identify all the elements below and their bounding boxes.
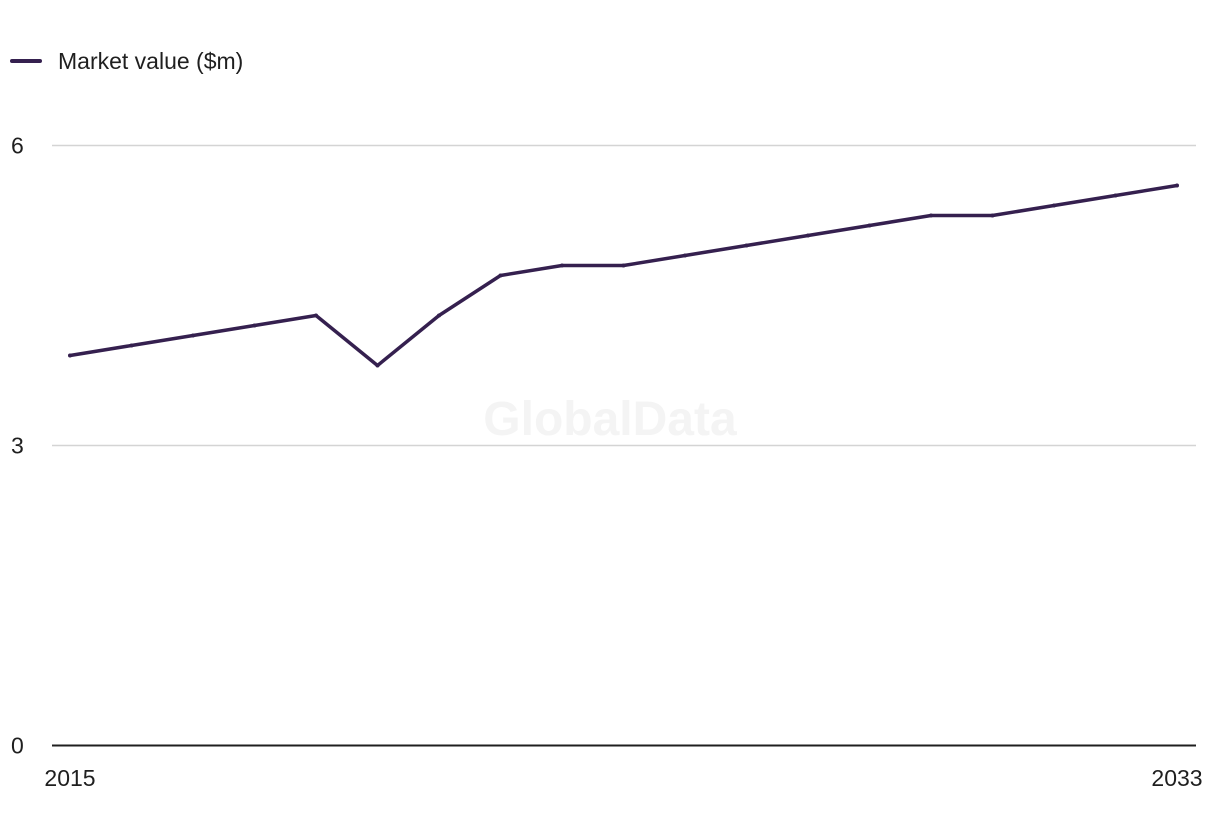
x-tick-label: 2015: [44, 765, 95, 791]
data-point: [1052, 203, 1056, 208]
data-point: [191, 333, 195, 338]
data-point: [437, 313, 441, 318]
data-point: [68, 353, 72, 358]
data-point: [375, 363, 380, 368]
series-line: [68, 183, 1179, 368]
data-point: [806, 233, 810, 238]
data-point: [560, 263, 564, 268]
y-tick-label: 3: [11, 433, 24, 459]
y-tick-labels: 0 3 6: [11, 133, 24, 759]
x-tick-label: 2033: [1151, 765, 1202, 791]
data-point: [744, 243, 749, 248]
data-point: [252, 323, 257, 328]
y-tick-label: 0: [11, 733, 24, 759]
data-point: [683, 253, 687, 258]
legend-label: Market value ($m): [58, 48, 244, 74]
data-point: [129, 343, 134, 348]
y-tick-label: 6: [11, 133, 24, 159]
data-point: [867, 223, 872, 228]
x-tick-labels: 2015 2033: [44, 765, 1202, 791]
data-point: [929, 213, 933, 218]
legend-swatch: [10, 59, 42, 63]
series-layer: [68, 183, 1179, 368]
grid-lines: [52, 144, 1196, 447]
data-point: [498, 273, 503, 278]
data-point: [990, 213, 995, 218]
data-point: [1175, 183, 1179, 188]
data-point: [621, 263, 626, 268]
watermark: GlobalData: [483, 393, 737, 446]
data-point: [1113, 193, 1118, 198]
data-point: [314, 313, 318, 318]
legend: Market value ($m): [10, 44, 243, 78]
